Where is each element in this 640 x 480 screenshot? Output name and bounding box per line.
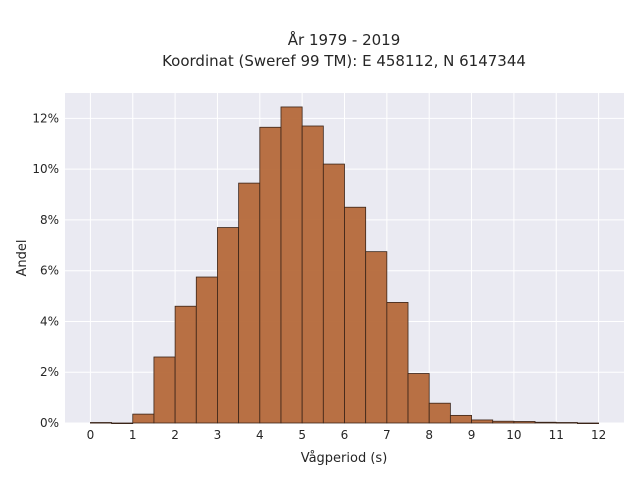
y-tick-label: 0%	[40, 416, 59, 430]
bars-group	[90, 106, 599, 425]
x-tick-label: 0	[87, 428, 95, 442]
histogram-bar	[428, 402, 451, 424]
histogram-bar	[217, 227, 240, 424]
histogram-bar	[534, 421, 557, 424]
histogram-bar	[555, 422, 578, 424]
x-tick-label: 5	[298, 428, 306, 442]
y-axis-label: Andel	[15, 240, 30, 277]
y-tick-label: 10%	[32, 162, 59, 176]
histogram-bar	[471, 419, 494, 424]
histogram-bar	[132, 413, 155, 424]
histogram-bar	[577, 422, 599, 425]
y-tick-label: 2%	[40, 365, 59, 379]
x-tick-label: 1	[129, 428, 137, 442]
x-tick-label: 6	[341, 428, 349, 442]
x-axis-ticks: 0 1 2 3 4 5 6 7 8 9 10 11 12	[87, 428, 607, 442]
y-tick-label: 8%	[40, 213, 59, 227]
histogram-bar	[301, 125, 324, 424]
chart-title: År 1979 - 2019	[288, 30, 401, 49]
histogram-bar	[111, 422, 134, 425]
x-tick-label: 10	[506, 428, 521, 442]
x-tick-label: 2	[171, 428, 179, 442]
histogram-bar	[344, 206, 367, 424]
histogram-bar	[386, 302, 409, 424]
x-tick-label: 4	[256, 428, 264, 442]
histogram-bar	[365, 251, 388, 424]
histogram-bar	[174, 305, 197, 424]
x-tick-label: 7	[383, 428, 391, 442]
y-tick-label: 12%	[32, 111, 59, 125]
x-tick-label: 8	[425, 428, 433, 442]
histogram-bar	[259, 126, 282, 424]
histogram-bar	[280, 106, 303, 424]
y-axis-ticks: 0% 2% 4% 6% 8% 10% 12%	[32, 111, 59, 430]
histogram-bar	[513, 421, 536, 424]
x-tick-label: 9	[468, 428, 476, 442]
x-tick-label: 3	[214, 428, 222, 442]
x-tick-label: 12	[591, 428, 606, 442]
x-tick-label: 11	[549, 428, 564, 442]
histogram-bar	[238, 182, 261, 424]
histogram-bar	[322, 163, 345, 424]
x-axis-label: Vågperiod (s)	[301, 451, 388, 466]
histogram-bar	[492, 420, 515, 424]
chart-subtitle: Koordinat (Sweref 99 TM): E 458112, N 61…	[162, 52, 526, 70]
histogram-bar	[407, 373, 430, 424]
histogram-bar	[195, 276, 218, 424]
histogram-bar	[90, 422, 112, 424]
y-tick-label: 6%	[40, 264, 59, 278]
y-tick-label: 4%	[40, 314, 59, 328]
histogram-bar	[153, 356, 176, 424]
histogram-bar	[449, 414, 472, 424]
